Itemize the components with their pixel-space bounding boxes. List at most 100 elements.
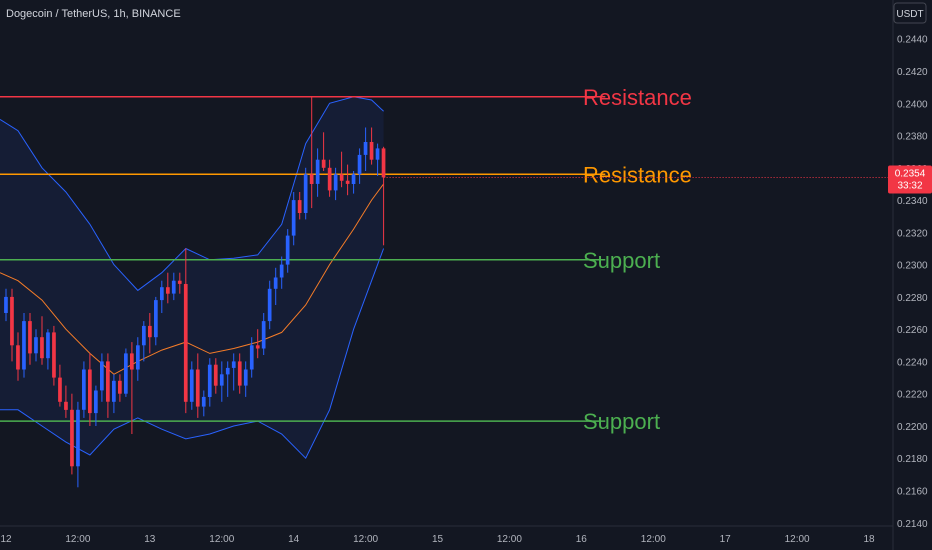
price-tick-label: 0.2260 — [897, 325, 928, 336]
candle-body — [231, 361, 236, 368]
candle-body — [267, 288, 272, 322]
candle-body — [76, 409, 80, 467]
candle-body — [345, 180, 350, 184]
candle-body — [52, 332, 56, 378]
symbol-title[interactable]: Dogecoin / TetherUS, 1h, BINANCE — [6, 8, 181, 20]
level-label-support: Support — [583, 409, 660, 434]
candle-body — [291, 200, 296, 236]
price-tick-label: 0.2180 — [897, 454, 928, 465]
candle-body — [40, 337, 44, 359]
candle-body — [327, 167, 332, 191]
candle-body — [225, 367, 230, 375]
price-tick-label: 0.2300 — [897, 261, 928, 272]
candle-body — [160, 287, 164, 301]
candle-body — [201, 396, 206, 407]
candle-body — [142, 325, 146, 346]
currency-badge-box — [893, 2, 927, 24]
time-tick-label: 12:00 — [785, 534, 810, 545]
current-price-tag: 0.2354 33:32 — [888, 165, 932, 194]
candle-body — [207, 364, 212, 397]
price-tick-label: 0.2140 — [897, 519, 928, 530]
candle-body — [285, 235, 290, 265]
candle-body — [273, 277, 278, 289]
time-tick-label: 18 — [863, 534, 875, 545]
candle-body — [130, 353, 134, 370]
bollinger-fill — [0, 96, 384, 459]
candle-body — [213, 364, 218, 386]
candle-body — [28, 321, 32, 354]
time-tick-label: 12:00 — [209, 534, 234, 545]
candle-body — [118, 380, 122, 394]
price-tick-label: 0.2240 — [897, 357, 928, 368]
candle-body — [315, 159, 320, 184]
price-tick-label: 0.2340 — [897, 196, 928, 207]
time-tick-label: 14 — [288, 534, 300, 545]
candle-body — [243, 369, 248, 386]
candle-body — [58, 377, 62, 402]
candle-body — [4, 296, 8, 313]
current-price-box — [888, 165, 932, 194]
bollinger-bands — [0, 96, 385, 460]
horizontal-levels: Resistance Resistance Support Support — [0, 85, 692, 434]
level-label-resistance: Resistance — [583, 85, 692, 110]
currency-badge[interactable]: USDT — [893, 2, 927, 24]
candle-body — [112, 380, 116, 402]
time-tick-label: 12:00 — [497, 534, 522, 545]
price-tick-label: 0.2160 — [897, 487, 928, 498]
candle-body — [16, 345, 20, 370]
candle-body — [321, 159, 326, 168]
candle-body — [94, 390, 98, 414]
time-tick-label: 12:00 — [641, 534, 666, 545]
price-tick-label: 0.2400 — [897, 99, 928, 110]
candle-body — [333, 174, 338, 191]
price-tick-label: 0.2220 — [897, 390, 928, 401]
currency-label: USDT — [896, 9, 923, 20]
time-tick-label: 17 — [720, 534, 732, 545]
candle-body — [34, 337, 38, 354]
candle-body — [357, 154, 362, 175]
candle-body — [255, 345, 260, 349]
candle-body — [106, 361, 110, 402]
candle-body — [88, 369, 92, 414]
level-label-support: Support — [583, 248, 660, 273]
candle-body — [70, 409, 74, 467]
candle-body — [237, 361, 242, 386]
price-tick-label: 0.2320 — [897, 228, 928, 239]
time-tick-label: 12:00 — [353, 534, 378, 545]
candle-body — [10, 296, 14, 346]
bollinger-lower-line — [0, 248, 385, 460]
price-tick-label: 0.2280 — [897, 293, 928, 304]
candle-body — [195, 369, 200, 407]
moving-average-line — [0, 183, 385, 375]
candle-body — [136, 345, 140, 370]
candle-body — [46, 332, 50, 359]
candle-body — [381, 148, 386, 178]
candles — [4, 96, 893, 488]
candle-body — [303, 174, 308, 213]
candle-body — [189, 369, 194, 402]
candle-body — [64, 401, 68, 410]
candle-body — [339, 174, 344, 181]
time-tick-label: 16 — [576, 534, 588, 545]
candle-body — [249, 345, 254, 370]
time-tick-label: 15 — [432, 534, 444, 545]
time-axis[interactable]: 12 12:00 13 12:00 14 12:00 15 12:00 16 12:00 17 12:… — [0, 525, 893, 545]
candle-body — [22, 321, 26, 370]
price-tick-label: 0.2200 — [897, 422, 928, 433]
candle-body — [297, 200, 302, 213]
candle-countdown: 33:32 — [897, 181, 922, 192]
candle-body — [309, 174, 314, 184]
candle-body — [148, 325, 152, 338]
price-tick-label: 0.2440 — [897, 35, 928, 46]
candle-body — [279, 264, 284, 278]
candle-body — [171, 280, 176, 294]
candle-body — [363, 142, 368, 155]
candle-body — [177, 280, 182, 284]
price-tick-label: 0.2420 — [897, 67, 928, 78]
candle-body — [183, 284, 188, 402]
price-axis[interactable]: 0.2140 0.2160 0.2180 0.2200 0.2220 0.2240 0.22… — [892, 0, 928, 550]
candle-body — [166, 287, 170, 294]
bollinger-upper-line — [0, 96, 384, 292]
